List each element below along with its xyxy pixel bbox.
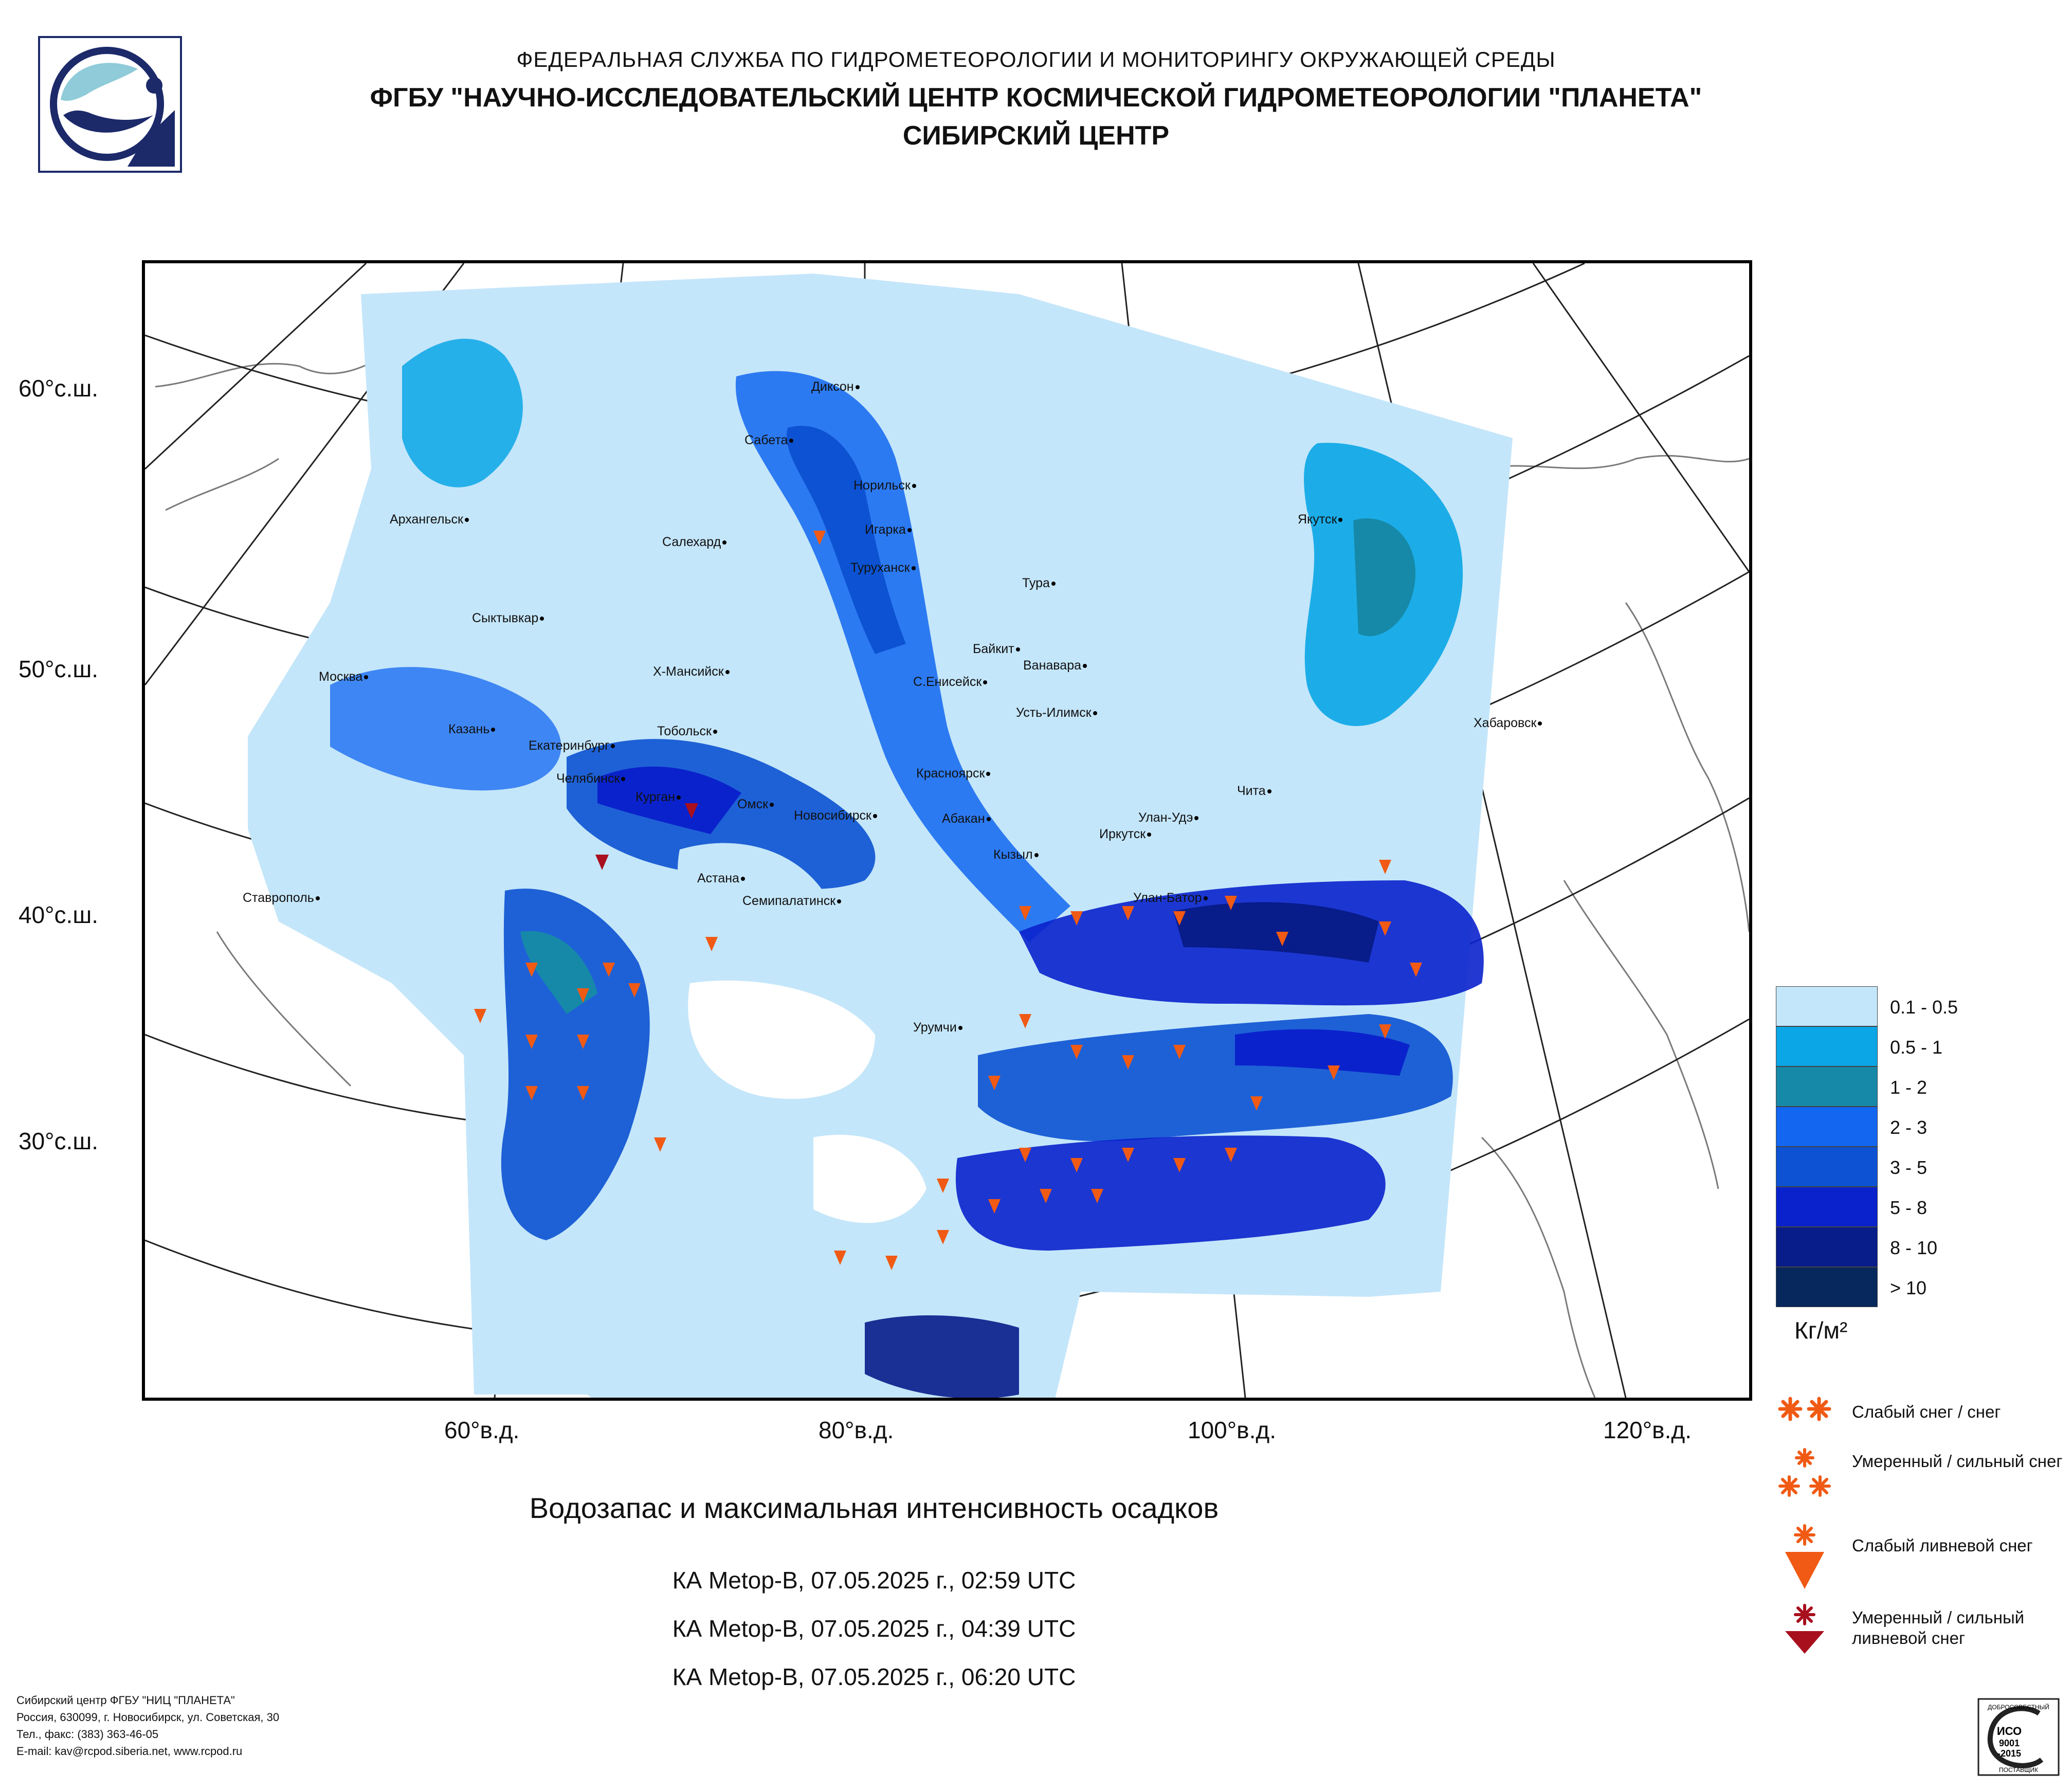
city-label: Ставрополь	[243, 891, 320, 906]
footer-org: Сибирский центр ФГБУ "НИЦ "ПЛАНЕТА"	[16, 1694, 235, 1707]
heavy-snow-shower-markers	[595, 803, 698, 870]
city-label: Х-Мансийск	[653, 664, 730, 679]
svg-text:ПОСТАВЩИК: ПОСТАВЩИК	[1999, 1766, 2038, 1774]
city-label: Кызыл	[993, 847, 1039, 862]
iso-badge: ДОБРОСОВЕСТНЫЙ ИСО 9001 -2015 ПОСТАВЩИК	[1977, 1698, 2060, 1776]
legend-label: > 10	[1890, 1277, 1927, 1298]
city-label: Иркутск	[1099, 827, 1152, 842]
triple-snow-star-icon	[1778, 1448, 1831, 1497]
satellite-swath	[248, 274, 1513, 1398]
city-label: Туруханск	[850, 560, 916, 575]
lat-label-40: 40°с.ш.	[19, 901, 99, 928]
city-label: Красноярск	[916, 766, 991, 781]
city-label: Сыктывкар	[472, 611, 544, 626]
legend-swatch	[1776, 1107, 1878, 1147]
city-label: Челябинск	[556, 771, 626, 786]
snow-shower-markers	[474, 531, 1422, 1270]
footer-address: Россия, 630099, г. Новосибирск, ул. Сове…	[16, 1711, 280, 1724]
lon-label-60: 60°в.д.	[444, 1417, 520, 1443]
map-canvas	[145, 263, 1749, 1398]
precipitation-map: Диксон Сабета Норильск Архангельск Игарк…	[142, 260, 1752, 1401]
city-label: Москва	[319, 670, 369, 684]
city-label: Новосибирск	[794, 808, 877, 823]
svg-text:ДОБРОСОВЕСТНЫЙ: ДОБРОСОВЕСТНЫЙ	[1988, 1703, 2049, 1711]
city-label: Тура	[1022, 576, 1056, 591]
legend-swatch	[1776, 1187, 1878, 1227]
legend-unit: Кг/м²	[1794, 1317, 1848, 1344]
city-label: Архангельск	[390, 512, 469, 527]
city-label: Норильск	[853, 478, 916, 493]
header-center: СИБИРСКИЙ ЦЕНТР	[902, 121, 1170, 151]
legend-swatch	[1776, 1267, 1878, 1307]
header-institute: ФГБУ "НАУЧНО-ИССЛЕДОВАТЕЛЬСКИЙ ЦЕНТР КОС…	[370, 83, 1702, 113]
snow-shower-heavy-icon	[1785, 1604, 1824, 1654]
city-label: Омск	[737, 797, 774, 812]
city-label: Курган	[635, 790, 681, 805]
city-label: Хабаровск	[1474, 716, 1542, 731]
city-label: Якутск	[1298, 512, 1343, 527]
city-label: Игарка	[865, 522, 912, 537]
lat-label-50: 50°с.ш.	[19, 656, 99, 682]
legend-label: 0.1 - 0.5	[1890, 997, 1958, 1018]
lat-label-60: 60°с.ш.	[19, 375, 99, 402]
symbol-legend-icons	[1778, 1397, 1831, 1654]
city-label: Тобольск	[657, 724, 717, 739]
city-label: Улан-Батор	[1133, 891, 1208, 906]
double-snow-star-icon	[1778, 1397, 1831, 1421]
city-label: Байкит	[973, 642, 1020, 657]
legend-swatch	[1776, 1147, 1878, 1187]
satellite-pass: КА Metop-B, 07.05.2025 г., 06:20 UTC	[672, 1663, 1076, 1690]
city-label: Абакан	[942, 811, 991, 826]
city-label: Екатеринбург	[529, 738, 615, 753]
legend-swatch	[1776, 1227, 1878, 1267]
symbol-label-moderate-snow: Умеренный / сильный снег	[1852, 1452, 2063, 1471]
legend-label: 3 - 5	[1890, 1157, 1928, 1178]
city-label: Ванавара	[1023, 658, 1087, 673]
snow-shower-light-icon	[1785, 1524, 1824, 1589]
legend-label: 8 - 10	[1890, 1237, 1938, 1258]
legend-swatch	[1776, 1066, 1878, 1107]
lon-label-100: 100°в.д.	[1188, 1417, 1276, 1443]
header-agency: ФЕДЕРАЛЬНАЯ СЛУЖБА ПО ГИДРОМЕТЕОРОЛОГИИ …	[516, 47, 1556, 71]
footer-email: E-mail: kav@rcpod.siberia.net, www.rcpod…	[16, 1745, 243, 1758]
satellite-pass: КА Metop-B, 07.05.2025 г., 02:59 UTC	[672, 1567, 1076, 1594]
legend-label: 0.5 - 1	[1890, 1037, 1943, 1058]
city-label: Салехард	[662, 535, 727, 550]
city-label: Семипалатинск	[742, 894, 842, 909]
city-label: Урумчи	[913, 1020, 962, 1035]
city-label: Сабета	[744, 433, 794, 448]
city-label: Чита	[1237, 784, 1271, 799]
city-label: Усть-Илимск	[1016, 705, 1097, 720]
svg-text:-2015: -2015	[1997, 1748, 2021, 1759]
map-title: Водозапас и максимальная интенсивность о…	[529, 1492, 1219, 1524]
light-snow-shower-markers	[474, 531, 1422, 1270]
svg-text:ИСО: ИСО	[1997, 1725, 2022, 1738]
svg-text:9001: 9001	[1999, 1738, 2020, 1748]
legend-swatch	[1776, 986, 1878, 1026]
city-label: Улан-Удэ	[1138, 810, 1199, 825]
symbol-label-heavy-shower: Умеренный / сильный ливневой снег	[1852, 1608, 2025, 1648]
city-label: Казань	[448, 722, 496, 737]
legend-label: 1 - 2	[1890, 1077, 1928, 1098]
symbol-label-light-snow: Слабый снег / снег	[1852, 1402, 2001, 1421]
legend-label: 2 - 3	[1890, 1117, 1928, 1138]
city-label: С.Енисейск	[913, 675, 988, 690]
footer-phone: Тел., факс: (383) 363-46-05	[16, 1728, 159, 1741]
city-label: Астана	[697, 871, 745, 886]
lat-label-30: 30°с.ш.	[19, 1128, 99, 1154]
planeta-logo	[38, 36, 182, 173]
symbol-label-light-shower: Слабый ливневой снег	[1852, 1536, 2033, 1555]
satellite-pass: КА Metop-B, 07.05.2025 г., 04:39 UTC	[672, 1615, 1076, 1642]
legend-label: 5 - 8	[1890, 1197, 1928, 1218]
city-label: Диксон	[811, 379, 860, 394]
lon-label-120: 120°в.д.	[1603, 1417, 1692, 1443]
lon-label-80: 80°в.д.	[819, 1417, 894, 1443]
footer-contacts: Сибирский центр ФГБУ "НИЦ "ПЛАНЕТА" Росс…	[16, 1692, 279, 1760]
legend-swatch	[1776, 1026, 1878, 1066]
